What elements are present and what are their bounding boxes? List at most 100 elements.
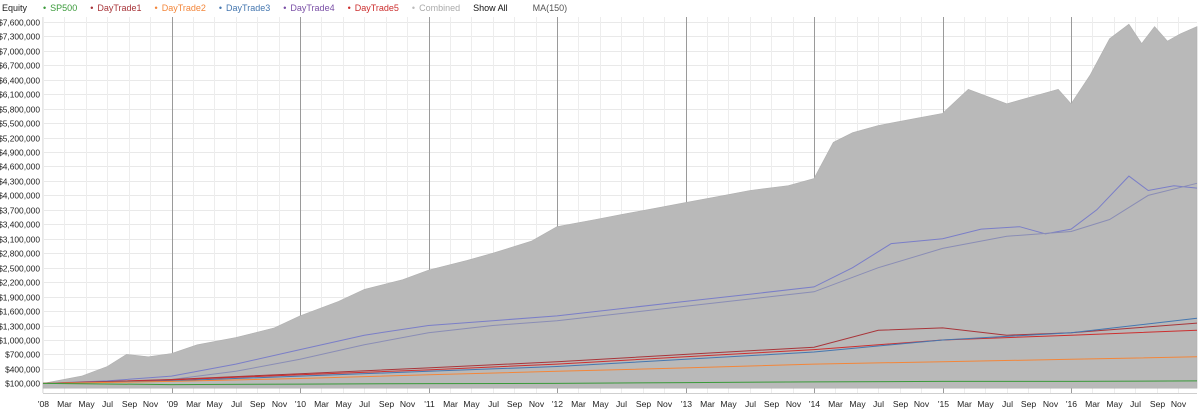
legend-item-daytrade2[interactable]: • DayTrade2 xyxy=(155,3,206,13)
x-tick-label: Sep xyxy=(379,399,395,409)
x-tick-label: '14 xyxy=(809,399,820,409)
legend-marker-icon: • xyxy=(218,2,223,13)
y-tick-label: $100,000 xyxy=(5,379,40,389)
x-tick-label: May xyxy=(206,399,223,409)
x-tick-label: Jul xyxy=(1130,399,1141,409)
x-tick-label: Nov xyxy=(272,399,288,409)
legend-marker-icon: • xyxy=(90,2,94,13)
y-tick-label: $4,600,000 xyxy=(0,162,40,172)
x-tick-label: Jul xyxy=(873,399,884,409)
series-line-daytrade2 xyxy=(42,356,1198,384)
y-tick-label: $2,800,000 xyxy=(0,249,40,259)
x-tick-label: '15 xyxy=(938,399,949,409)
moving-average-toggle[interactable]: MA(150) xyxy=(532,3,568,13)
y-tick-label: $1,600,000 xyxy=(0,307,40,317)
x-tick-label: Jul xyxy=(1002,399,1013,409)
x-tick-label: Sep xyxy=(1150,399,1166,409)
legend-item-daytrade5[interactable]: • DayTrade5 xyxy=(348,3,399,13)
y-tick-label: $1,900,000 xyxy=(0,293,40,303)
x-tick-label: May xyxy=(849,399,866,409)
x-tick-label: May xyxy=(720,399,737,409)
x-tick-label: Nov xyxy=(1171,399,1187,409)
legend-items: • SP500 • DayTrade1 • DayTrade2 • DayTrade3 • Day… xyxy=(43,3,473,13)
legend-item-sp500[interactable]: • SP500 xyxy=(43,3,77,13)
x-tick-label: Nov xyxy=(786,399,802,409)
legend-label: SP500 xyxy=(50,3,78,13)
x-tick-label: Mar xyxy=(700,399,715,409)
x-tick-label: Jul xyxy=(359,399,370,409)
y-tick-label: $5,200,000 xyxy=(0,134,40,144)
x-tick-label: Sep xyxy=(1021,399,1037,409)
x-tick-label: '08 xyxy=(38,399,49,409)
chart-title: Equity xyxy=(2,3,28,13)
y-tick-label: $2,500,000 xyxy=(0,264,40,274)
y-tick-label: $3,700,000 xyxy=(0,206,40,216)
legend-label: DayTrade2 xyxy=(161,3,206,13)
y-tick-label: $6,700,000 xyxy=(0,61,40,71)
legend-item-daytrade1[interactable]: • DayTrade1 xyxy=(90,3,141,13)
x-tick-label: '12 xyxy=(552,399,563,409)
x-tick-label: Mar xyxy=(571,399,586,409)
y-tick-label: $7,300,000 xyxy=(0,32,40,42)
x-tick-label: Mar xyxy=(957,399,972,409)
y-tick-label: $6,400,000 xyxy=(0,76,40,86)
y-tick-label: $4,900,000 xyxy=(0,148,40,158)
legend-label: DayTrade4 xyxy=(290,3,335,13)
legend: Equity • SP500 • DayTrade1 • DayTrade2 • DayTra… xyxy=(0,0,1200,16)
x-tick-label: Jul xyxy=(102,399,113,409)
x-tick-label: May xyxy=(592,399,609,409)
y-tick-label: $7,600,000 xyxy=(0,18,40,28)
y-tick-label: $3,400,000 xyxy=(0,220,40,230)
y-tick-label: $7,000,000 xyxy=(0,47,40,57)
x-tick-label: Jul xyxy=(231,399,242,409)
legend-item-combined[interactable]: • Combined xyxy=(412,3,460,13)
x-tick-label: '13 xyxy=(681,399,692,409)
legend-label: Combined xyxy=(419,3,461,13)
x-tick-label: Mar xyxy=(57,399,72,409)
x-tick-label: Sep xyxy=(250,399,266,409)
x-tick-label: Sep xyxy=(636,399,652,409)
x-tick-label: Jul xyxy=(616,399,627,409)
show-all-button[interactable]: Show All xyxy=(473,3,508,13)
series-layer xyxy=(42,23,1198,389)
y-tick-label: $1,000,000 xyxy=(0,336,40,346)
y-tick-label: $5,500,000 xyxy=(0,119,40,129)
series-line-sp500 xyxy=(42,380,1198,386)
x-tick-label: Sep xyxy=(764,399,780,409)
x-tick-label: Sep xyxy=(507,399,523,409)
legend-marker-icon: • xyxy=(411,2,416,13)
y-tick-label: $3,100,000 xyxy=(0,235,40,245)
y-tick-label: $4,000,000 xyxy=(0,191,40,201)
x-tick-label: Nov xyxy=(529,399,545,409)
legend-item-daytrade4[interactable]: • DayTrade4 xyxy=(283,3,334,13)
x-tick-label: '11 xyxy=(424,399,435,409)
x-tick-label: Mar xyxy=(828,399,843,409)
x-tick-label: '16 xyxy=(1066,399,1077,409)
y-tick-label: $400,000 xyxy=(5,365,40,375)
y-tick-label: $4,300,000 xyxy=(0,177,40,187)
x-tick-label: May xyxy=(1106,399,1123,409)
x-tick-label: Nov xyxy=(1043,399,1059,409)
legend-label: DayTrade3 xyxy=(226,3,271,13)
series-line-daytrade4 xyxy=(42,175,1198,384)
x-tick-label: May xyxy=(78,399,95,409)
y-tick-label: $1,300,000 xyxy=(0,322,40,332)
legend-label: DayTrade5 xyxy=(354,3,399,13)
x-tick-label: Jul xyxy=(745,399,756,409)
series-area-combined xyxy=(42,23,1198,389)
x-tick-label: Nov xyxy=(143,399,159,409)
x-tick-label: Mar xyxy=(186,399,201,409)
y-tick-label: $5,800,000 xyxy=(0,105,40,115)
x-tick-label: Nov xyxy=(914,399,930,409)
legend-item-daytrade3[interactable]: • DayTrade3 xyxy=(219,3,270,13)
legend-marker-icon: • xyxy=(347,2,351,13)
x-tick-label: Mar xyxy=(1085,399,1100,409)
x-tick-label: May xyxy=(335,399,352,409)
y-tick-label: $6,100,000 xyxy=(0,90,40,100)
x-tick-label: '09 xyxy=(167,399,178,409)
series-line-daytrade4-ma-150 xyxy=(42,182,1198,384)
x-tick-label: Nov xyxy=(657,399,673,409)
x-tick-label: May xyxy=(463,399,480,409)
y-tick-label: $700,000 xyxy=(5,350,40,360)
